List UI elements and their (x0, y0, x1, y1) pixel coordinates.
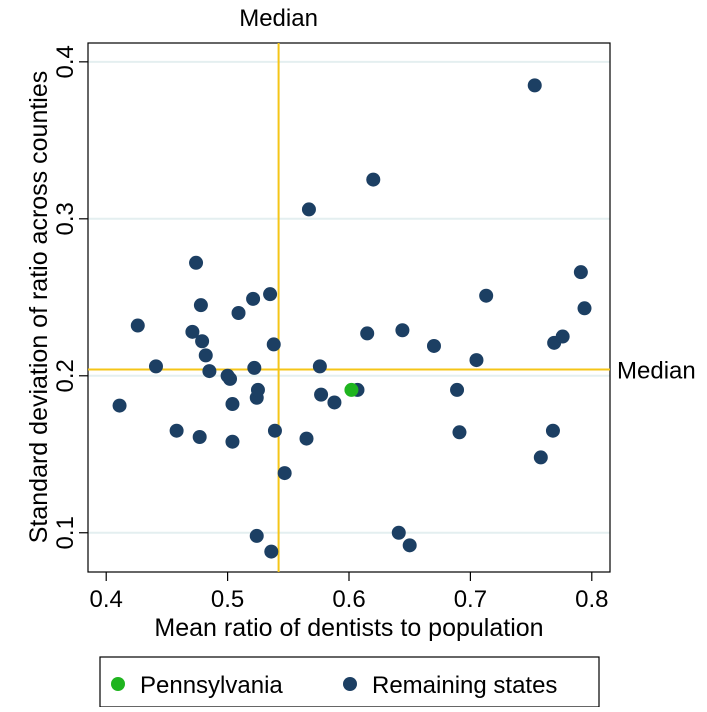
x-tick-label-2: 0.6 (332, 586, 365, 613)
y-tick-label-0: 0.1 (52, 516, 79, 549)
y-axis-ticks: 0.1 0.2 0.3 0.4 (52, 45, 88, 549)
legend: Pennsylvania Remaining states (99, 656, 600, 708)
y-tick-label-1: 0.2 (52, 359, 79, 392)
point-remaining-states-39 (452, 425, 467, 440)
point-remaining-states-33 (366, 172, 381, 187)
point-remaining-states-23 (266, 337, 281, 352)
legend-marker-remaining-states (343, 677, 357, 691)
point-remaining-states-48 (577, 301, 592, 316)
point-remaining-states-22 (264, 544, 279, 559)
point-remaining-states-28 (312, 359, 327, 374)
point-remaining-states-46 (555, 329, 570, 344)
x-axis-title: Mean ratio of dentists to population (154, 614, 543, 642)
point-remaining-states-0 (112, 398, 127, 413)
point-remaining-states-5 (189, 255, 204, 270)
grid-lines (88, 60, 610, 534)
point-remaining-states-42 (527, 78, 542, 93)
point-remaining-states-13 (225, 434, 240, 449)
median-lines (88, 43, 610, 572)
y-axis-title: Standard deviation of ratio across count… (25, 71, 53, 544)
point-remaining-states-38 (450, 382, 465, 397)
point-remaining-states-36 (402, 538, 417, 553)
point-remaining-states-35 (395, 323, 410, 338)
point-remaining-states-25 (277, 466, 292, 481)
x-tick-label-0: 0.4 (90, 586, 123, 613)
point-remaining-states-7 (193, 298, 208, 313)
point-remaining-states-24 (267, 423, 282, 438)
point-remaining-states-6 (192, 430, 207, 445)
point-remaining-states-17 (247, 360, 262, 375)
point-remaining-states-10 (202, 364, 217, 379)
x-tick-label-4: 0.8 (575, 586, 608, 613)
point-pennsylvania-0 (344, 382, 359, 397)
point-remaining-states-30 (327, 395, 342, 410)
median-y-label: Median (617, 358, 696, 385)
point-remaining-states-4 (185, 324, 200, 339)
point-remaining-states-2 (148, 359, 163, 374)
point-remaining-states-15 (231, 305, 246, 320)
point-remaining-states-44 (545, 423, 560, 438)
legend-label-remaining-states: Remaining states (372, 672, 557, 699)
point-remaining-states-34 (391, 525, 406, 540)
x-axis-ticks: 0.4 0.5 0.6 0.7 0.8 (90, 572, 608, 613)
point-remaining-states-43 (533, 450, 548, 465)
point-remaining-states-8 (195, 334, 210, 349)
point-remaining-states-1 (130, 318, 145, 333)
point-remaining-states-19 (249, 528, 264, 543)
point-remaining-states-37 (426, 338, 441, 353)
point-remaining-states-47 (573, 265, 588, 280)
data-points (112, 78, 592, 559)
median-x-label: Median (239, 5, 318, 32)
x-tick-label-3: 0.7 (454, 586, 487, 613)
y-tick-label-3: 0.4 (52, 45, 79, 78)
point-remaining-states-14 (225, 397, 240, 412)
point-remaining-states-16 (246, 291, 261, 306)
point-remaining-states-32 (360, 326, 375, 341)
point-remaining-states-21 (263, 287, 278, 302)
point-remaining-states-27 (301, 202, 316, 217)
plot-frame (87, 42, 611, 573)
point-remaining-states-41 (479, 288, 494, 303)
point-remaining-states-3 (169, 423, 184, 438)
point-remaining-states-26 (299, 431, 314, 446)
point-remaining-states-20 (250, 382, 265, 397)
x-tick-label-1: 0.5 (211, 586, 244, 613)
point-remaining-states-12 (223, 371, 238, 386)
legend-marker-pennsylvania (111, 677, 125, 691)
point-remaining-states-40 (469, 353, 484, 368)
point-remaining-states-9 (198, 348, 213, 363)
legend-label-pennsylvania: Pennsylvania (140, 672, 283, 699)
point-remaining-states-29 (314, 387, 329, 402)
y-tick-label-2: 0.3 (52, 202, 79, 235)
